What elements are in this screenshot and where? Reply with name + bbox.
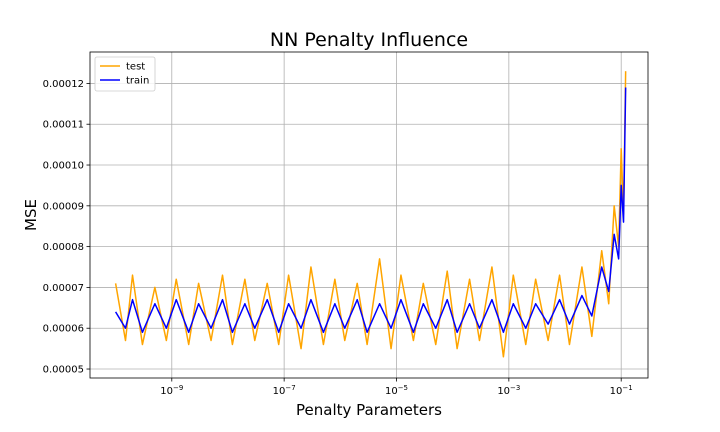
y-tick-label: 0.00012: [43, 79, 84, 90]
x-axis-label: Penalty Parameters: [296, 401, 442, 419]
x-tick-label-base: 10: [385, 386, 398, 397]
x-axis: 10−9 10−7 10−5 10−3 10−1: [160, 378, 633, 397]
y-tick-label: 0.00009: [43, 201, 84, 212]
legend-label-test: test: [126, 62, 145, 73]
y-tick-label: 0.00008: [43, 242, 84, 253]
x-tick-label: 10−3: [497, 384, 520, 397]
series-line-train: [114, 87, 627, 334]
grid: [90, 52, 648, 378]
legend-label-train: train: [126, 76, 149, 87]
x-tick-label: 10−7: [273, 384, 296, 397]
legend: test train: [94, 56, 156, 92]
x-tick-label: 10−1: [610, 384, 633, 397]
series-lines: [114, 71, 627, 358]
y-tick-label: 0.00006: [43, 324, 84, 335]
x-tick-label-base: 10: [610, 386, 623, 397]
x-tick-label-exponent: −3: [510, 384, 520, 392]
x-tick-label-base: 10: [273, 386, 286, 397]
y-tick-label: 0.00011: [43, 120, 84, 131]
x-tick-label-exponent: −9: [173, 384, 183, 392]
x-tick-label-base: 10: [497, 386, 510, 397]
series-line-test: [114, 71, 627, 358]
x-tick-label-exponent: −1: [622, 384, 632, 392]
plot-frame: [89, 51, 649, 379]
chart-title: NN Penalty Influence: [270, 29, 468, 51]
x-tick-label: 10−9: [160, 384, 183, 397]
x-tick-label-exponent: −7: [285, 384, 295, 392]
y-axis-label: MSE: [22, 199, 40, 231]
x-tick-label-base: 10: [160, 386, 173, 397]
x-tick-label: 10−5: [385, 384, 408, 397]
y-axis: 0.00005 0.00006 0.00007 0.00008 0.00009 0.000…: [43, 79, 90, 376]
x-tick-label-exponent: −5: [398, 384, 408, 392]
y-tick-label: 0.00005: [43, 365, 84, 376]
y-tick-label: 0.00010: [43, 161, 84, 172]
y-tick-label: 0.00007: [43, 283, 84, 294]
